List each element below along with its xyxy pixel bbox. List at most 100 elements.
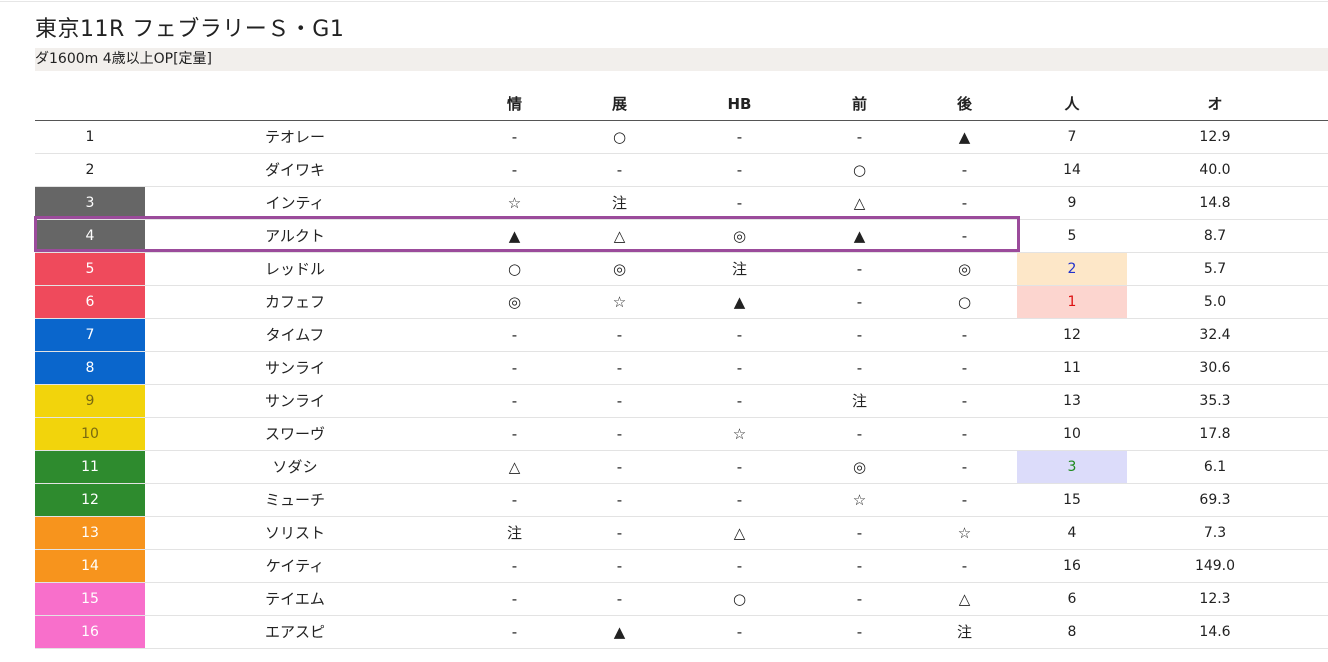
horse-number: 14 <box>35 550 145 582</box>
mark-mae: △ <box>853 194 866 212</box>
horse-name: スワーヴ <box>264 425 325 443</box>
table-row[interactable]: 3 インティ ☆ 注 - △ - 9 14.8 <box>35 187 1328 220</box>
horse-number: 1 <box>35 121 145 153</box>
mark-mae: - <box>856 359 863 377</box>
mark-hb: - <box>736 557 743 575</box>
mark-ten: - <box>616 557 623 575</box>
table-row[interactable]: 16 エアスピ - ▲ - - 注 8 14.6 <box>35 616 1328 649</box>
table-body: 1 テオレー - ○ - - ▲ 7 12.9 2 ダイワキ - - - ○ -14 40.0 3 インティ ☆ 注 - △… <box>35 121 1328 649</box>
mark-ten: - <box>616 458 623 476</box>
mark-jou: - <box>511 326 518 344</box>
mark-ato: - <box>961 359 968 377</box>
mark-mae: - <box>856 326 863 344</box>
odds: 6.1 <box>1203 459 1227 475</box>
horse-number: 16 <box>35 616 145 648</box>
table-row[interactable]: 7 タイムフ - - - - - 12 32.4 <box>35 319 1328 352</box>
odds: 40.0 <box>1199 162 1231 178</box>
mark-hb: - <box>736 161 743 179</box>
horse-number: 9 <box>35 385 145 417</box>
mark-jou: ◎ <box>507 293 522 311</box>
table-row[interactable]: 1 テオレー - ○ - - ▲ 7 12.9 <box>35 121 1328 154</box>
mark-mae: - <box>856 293 863 311</box>
mark-jou: - <box>511 128 518 146</box>
table-row[interactable]: 9 サンライ - - - 注 - 13 35.3 <box>35 385 1328 418</box>
mark-hb: ○ <box>732 590 747 608</box>
table-row[interactable]: 15 テイエム - - ○ - △ 6 12.3 <box>35 583 1328 616</box>
mark-mae: ◎ <box>852 458 867 476</box>
odds: 32.4 <box>1199 327 1231 343</box>
mark-mae: - <box>856 128 863 146</box>
mark-hb: 注 <box>731 260 747 278</box>
mark-ten: - <box>616 326 623 344</box>
odds: 30.6 <box>1199 360 1231 376</box>
mark-jou: - <box>511 425 518 443</box>
odds: 7.3 <box>1203 525 1227 541</box>
mark-ato: - <box>961 161 968 179</box>
popularity: 1 <box>1017 286 1127 318</box>
mark-mae: ▲ <box>853 227 866 245</box>
table-row[interactable]: 2 ダイワキ - - - ○ - 14 40.0 <box>35 154 1328 187</box>
prediction-table: 情 展 HB 前 後 人 オ 1 テオレー - ○ - - ▲ 7 12.9 2 ダイワキ - - - ○ -… <box>35 88 1328 649</box>
mark-ten: - <box>616 491 623 509</box>
mark-jou: - <box>511 590 518 608</box>
horse-name: サンライ <box>264 392 325 410</box>
horse-name: ケイティ <box>265 557 325 575</box>
horse-number: 2 <box>35 154 145 186</box>
horse-name: エアスピ <box>264 623 325 641</box>
mark-ato: - <box>961 194 968 212</box>
mark-ato: - <box>961 392 968 410</box>
table-row[interactable]: 13 ソリスト 注 - △ - ☆ 4 7.3 <box>35 517 1328 550</box>
popularity: 3 <box>1017 451 1127 483</box>
mark-ten: ☆ <box>612 293 627 311</box>
popularity: 10 <box>1063 426 1081 442</box>
header-jou: 情 <box>506 95 522 113</box>
table-row[interactable]: 6 カフェフ ◎ ☆ ▲ - ○ 1 5.0 <box>35 286 1328 319</box>
table-row[interactable]: 8 サンライ - - - - - 11 30.6 <box>35 352 1328 385</box>
horse-number: 4 <box>35 220 145 252</box>
horse-name: ミューチ <box>264 491 325 509</box>
table-row[interactable]: 10 スワーヴ - - ☆ - - 10 17.8 <box>35 418 1328 451</box>
top-divider <box>0 1 1328 2</box>
mark-hb: - <box>736 194 743 212</box>
table-row[interactable]: 12 ミューチ - - - ☆ - 15 69.3 <box>35 484 1328 517</box>
horse-name: テイエム <box>265 590 325 608</box>
horse-name: タイムフ <box>265 326 325 344</box>
mark-ato: ◎ <box>957 260 972 278</box>
mark-jou: △ <box>508 458 521 476</box>
table-row[interactable]: 11 ソダシ △ - - ◎ - 3 6.1 <box>35 451 1328 484</box>
mark-ten: - <box>616 590 623 608</box>
mark-hb: - <box>736 491 743 509</box>
mark-hb: ▲ <box>733 293 746 311</box>
odds: 149.0 <box>1194 558 1236 574</box>
odds: 12.9 <box>1199 129 1231 145</box>
header-number <box>35 88 145 120</box>
mark-jou: ☆ <box>507 194 522 212</box>
header-horse <box>145 88 445 120</box>
mark-ato: - <box>961 425 968 443</box>
mark-mae: - <box>856 590 863 608</box>
mark-mae: ☆ <box>852 491 867 509</box>
mark-ato: 注 <box>956 623 972 641</box>
header-hb: HB <box>727 95 752 113</box>
horse-number: 11 <box>35 451 145 483</box>
table-row[interactable]: 14 ケイティ - - - - - 16 149.0 <box>35 550 1328 583</box>
mark-mae: 注 <box>851 392 867 410</box>
mark-mae: ○ <box>852 161 867 179</box>
mark-jou: - <box>511 359 518 377</box>
mark-hb: △ <box>733 524 746 542</box>
table-row[interactable]: 5 レッドル ○ ◎ 注 - ◎ 2 5.7 <box>35 253 1328 286</box>
header-ten: 展 <box>611 95 627 113</box>
mark-ato: - <box>961 557 968 575</box>
mark-ten: - <box>616 524 623 542</box>
popularity: 11 <box>1063 360 1081 376</box>
horse-name: サンライ <box>264 359 325 377</box>
mark-ato: - <box>961 326 968 344</box>
horse-name: ソリスト <box>264 524 325 542</box>
mark-hb: - <box>736 326 743 344</box>
mark-jou: ▲ <box>508 227 521 245</box>
popularity: 5 <box>1067 228 1077 244</box>
horse-number: 5 <box>35 253 145 285</box>
mark-jou: - <box>511 623 518 641</box>
header-ato: 後 <box>956 95 972 113</box>
table-row[interactable]: 4 アルクト ▲ △ ◎ ▲ - 5 8.7 <box>35 220 1328 253</box>
